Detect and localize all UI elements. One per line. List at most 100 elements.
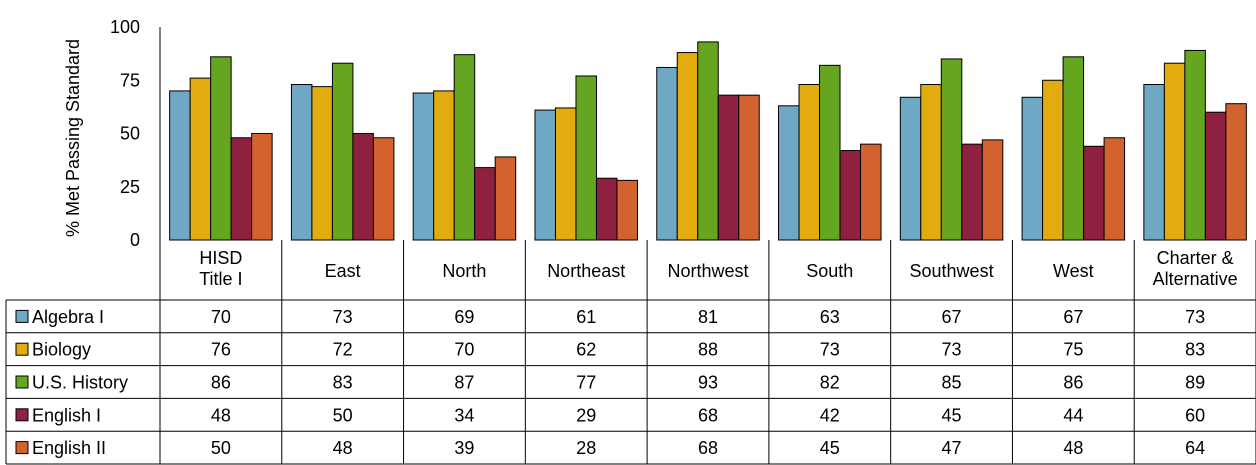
category-label: Alternative: [1153, 269, 1238, 289]
y-tick-label: 25: [120, 177, 140, 197]
data-label: 83: [1185, 340, 1205, 360]
bar-algebra-i-north: [412, 92, 435, 241]
bars: [169, 41, 1247, 241]
data-label: 67: [942, 307, 962, 327]
bar-biology-east: [311, 86, 333, 241]
bar-u-s-history-east: [331, 62, 354, 241]
data-label: 73: [1185, 307, 1205, 327]
y-tick-label: 50: [120, 124, 140, 144]
category-label: East: [325, 261, 361, 281]
bar-biology-northeast: [554, 107, 577, 241]
y-tick-label: 100: [110, 17, 140, 37]
bar-english-i-west: [1083, 145, 1105, 241]
series-label-algebra-i: Algebra I: [32, 307, 104, 327]
data-label: 63: [820, 307, 840, 327]
category-label: Northwest: [667, 261, 748, 281]
legend-key-english-i: [15, 408, 29, 422]
data-label: 68: [698, 438, 718, 458]
data-label: 48: [1063, 438, 1083, 458]
data-label: 82: [820, 373, 840, 393]
series-label-english-i: English I: [32, 405, 101, 425]
data-label: 76: [211, 340, 231, 360]
bar-u-s-history-south: [819, 64, 841, 241]
category-label: HISD: [199, 248, 242, 268]
y-axis: 0 25 50 75 100: [110, 17, 161, 250]
data-label: 45: [942, 405, 962, 425]
bar-u-s-history-hisd-title-i: [210, 56, 232, 241]
series-label-biology: Biology: [32, 340, 91, 360]
bar-english-ii-east: [372, 137, 395, 241]
bar-algebra-i-southwest: [899, 96, 922, 241]
bar-english-i-northwest: [717, 94, 740, 241]
data-label: 86: [1063, 373, 1083, 393]
bar-english-i-south: [839, 150, 862, 241]
bar-biology-hisd-title-i: [189, 77, 212, 241]
bar-biology-north: [433, 90, 455, 241]
data-label: 64: [1185, 438, 1205, 458]
bar-algebra-i-hisd-title-i: [169, 90, 191, 241]
bar-biology-southwest: [920, 84, 942, 241]
data-label: 48: [211, 405, 231, 425]
bar-english-ii-west: [1103, 137, 1126, 241]
bar-english-ii-northeast: [616, 179, 638, 241]
legend-key-english-ii: [15, 441, 29, 455]
bar-biology-west: [1042, 79, 1064, 241]
data-label: 60: [1185, 405, 1205, 425]
data-label: 45: [820, 438, 840, 458]
bar-algebra-i-charter-alternative: [1143, 84, 1165, 241]
bar-english-i-hisd-title-i: [230, 137, 253, 241]
data-label: 77: [576, 373, 596, 393]
category-label: North: [442, 261, 486, 281]
bar-english-ii-southwest: [981, 139, 1004, 241]
bar-u-s-history-charter-alternative: [1184, 49, 1206, 241]
data-label: 70: [454, 340, 474, 360]
bar-algebra-i-south: [778, 105, 800, 241]
bar-u-s-history-north: [453, 54, 476, 241]
bar-u-s-history-northeast: [575, 75, 597, 241]
data-label: 70: [211, 307, 231, 327]
data-label: 44: [1063, 405, 1083, 425]
bar-english-i-north: [474, 167, 496, 241]
bar-biology-charter-alternative: [1163, 62, 1186, 241]
data-label: 62: [576, 340, 596, 360]
data-label: 69: [454, 307, 474, 327]
data-label: 72: [333, 340, 353, 360]
legend-key-biology: [15, 342, 29, 356]
bar-algebra-i-northeast: [534, 109, 556, 241]
series-label-u-s-history: U.S. History: [32, 373, 128, 393]
category-label: Northeast: [547, 261, 625, 281]
bar-english-i-northeast: [595, 177, 618, 241]
bar-english-ii-north: [494, 156, 517, 241]
bar-english-ii-hisd-title-i: [251, 133, 273, 241]
category-label: Title I: [199, 269, 242, 289]
data-label: 34: [454, 405, 474, 425]
data-label: 39: [454, 438, 474, 458]
data-label: 42: [820, 405, 840, 425]
data-label: 50: [333, 405, 353, 425]
data-label: 83: [333, 373, 353, 393]
bar-algebra-i-east: [290, 84, 313, 241]
bar-u-s-history-southwest: [940, 58, 963, 241]
bar-algebra-i-northwest: [656, 66, 678, 241]
data-label: 81: [698, 307, 718, 327]
data-label: 29: [576, 405, 596, 425]
data-label: 47: [942, 438, 962, 458]
bar-english-ii-charter-alternative: [1225, 103, 1247, 241]
category-label: West: [1053, 261, 1094, 281]
bar-algebra-i-west: [1021, 96, 1044, 241]
data-label: 89: [1185, 373, 1205, 393]
bar-english-ii-northwest: [738, 94, 760, 241]
legend-key-algebra-i: [15, 309, 29, 323]
data-label: 73: [333, 307, 353, 327]
data-label: 87: [454, 373, 474, 393]
bar-english-ii-south: [860, 143, 882, 241]
y-axis-label: % Met Passing Standard: [63, 39, 83, 237]
series-label-english-ii: English II: [32, 438, 106, 458]
category-label: South: [806, 261, 853, 281]
y-tick-label: 75: [120, 70, 140, 90]
bar-u-s-history-northwest: [697, 41, 719, 241]
data-label: 73: [820, 340, 840, 360]
bar-english-i-southwest: [961, 143, 983, 241]
